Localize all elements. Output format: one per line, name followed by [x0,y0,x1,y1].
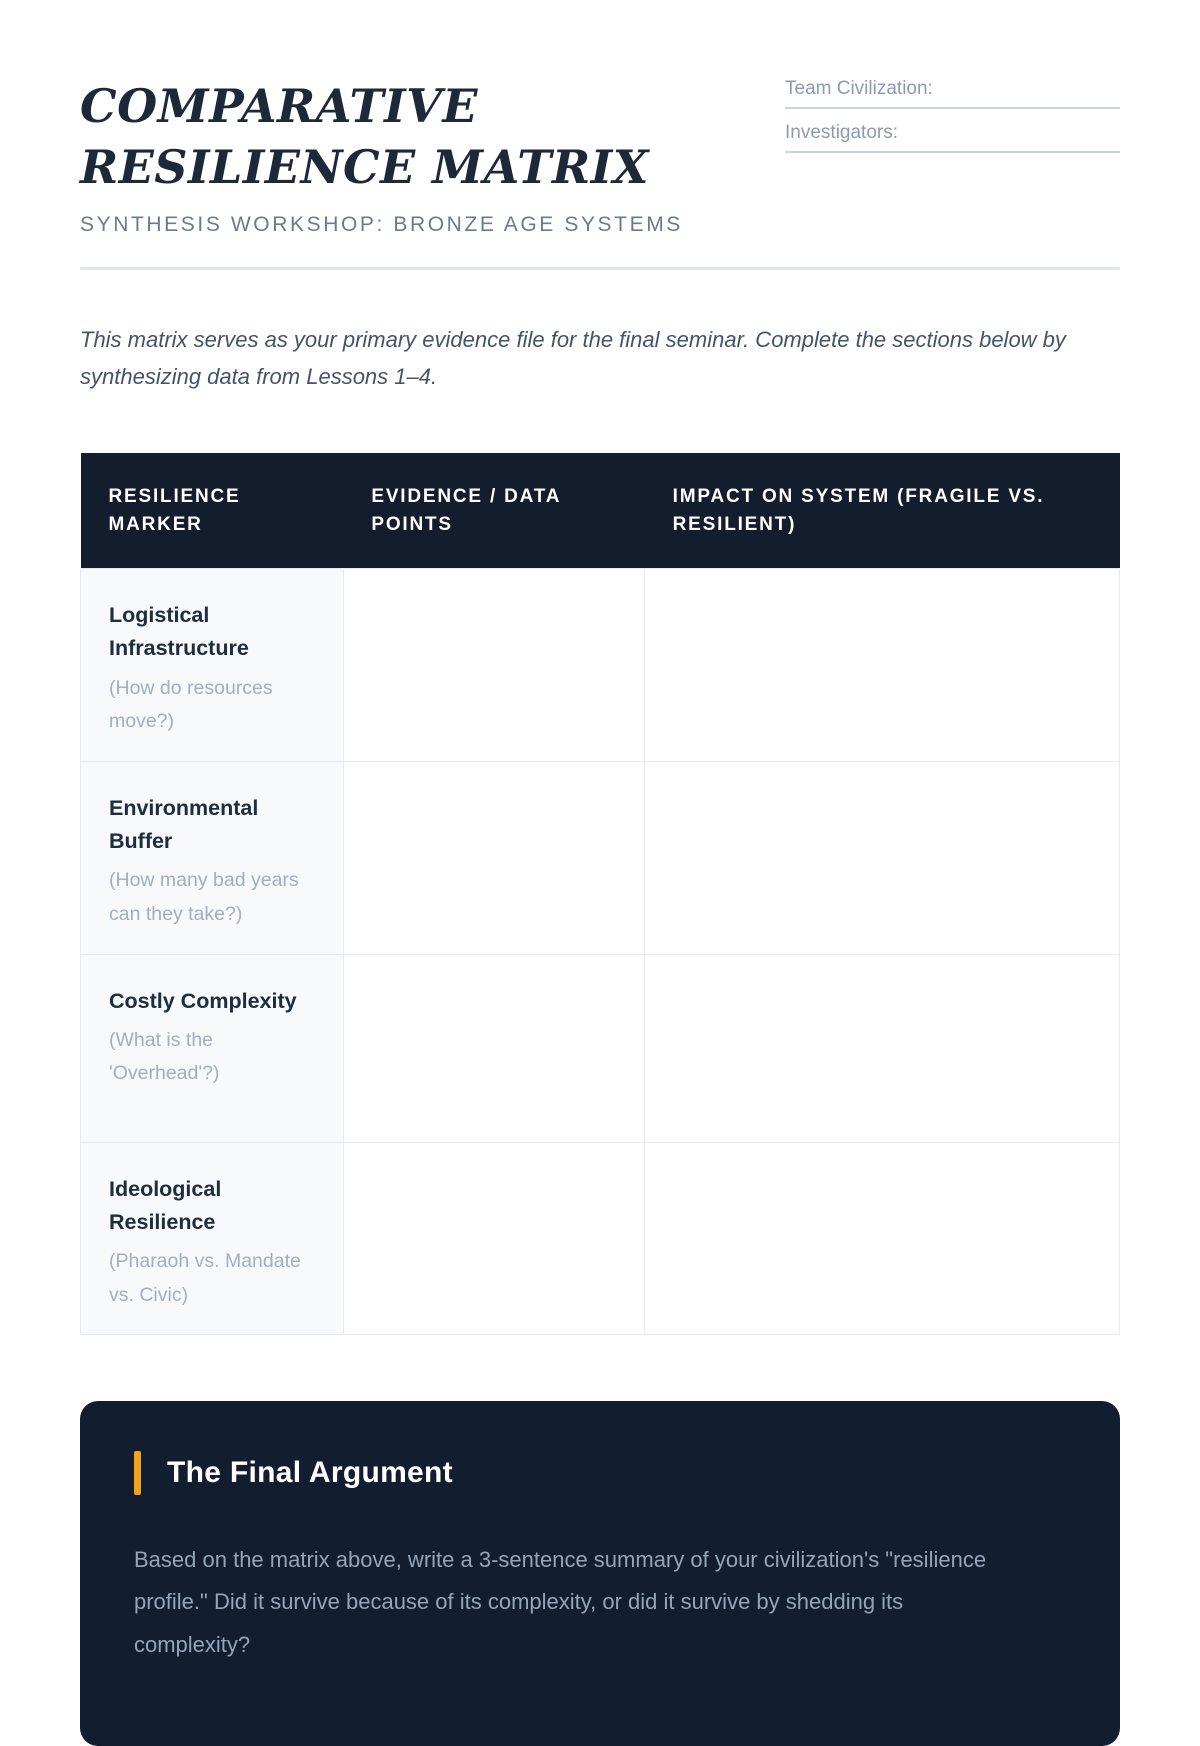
marker-hint: (What is the 'Overhead'?) [109,1028,220,1085]
final-argument-prompt: Based on the matrix above, write a 3-sen… [134,1547,987,1657]
marker-title: Costly Complexity [109,988,297,1013]
marker-cell-logistical: Logistical Infrastructure (How do resour… [80,568,344,762]
page-title: COMPARATIVE RESILIENCE MATRIX [80,79,649,194]
final-argument-card: The Final Argument Based on the matrix a… [80,1401,1120,1746]
masthead: COMPARATIVE RESILIENCE MATRIX Team Civil… [80,76,1120,197]
team-civilization-field[interactable]: Team Civilization: [785,78,1120,109]
evidence-cell-complexity[interactable] [342,953,646,1143]
marker-hint: (How do resources move?) [109,676,273,733]
card-heading-row: The Final Argument [134,1451,1066,1496]
impact-cell-ideological[interactable] [644,1141,1120,1336]
marker-title: Ideological Resilience [109,1176,222,1234]
evidence-cell-logistical[interactable] [342,568,646,762]
table-row: Environmental Buffer (How many bad years… [80,760,1120,955]
column-header-impact: IMPACT ON SYSTEM (FRAGILE VS. RESILIENT) [644,453,1120,569]
column-header-evidence: EVIDENCE / DATA POINTS [343,453,645,569]
intro-paragraph: This matrix serves as your primary evide… [80,327,1066,389]
marker-hint: (Pharaoh vs. Mandate vs. Civic) [109,1250,301,1306]
header-row: RESILIENCE MARKER EVIDENCE / DATA POINTS… [80,453,1120,569]
marker-cell-complexity: Costly Complexity (What is the 'Overhead… [80,953,344,1143]
team-civilization-label: Team Civilization: [785,78,933,99]
table-row: Costly Complexity (What is the 'Overhead… [80,953,1120,1143]
column-header-resilience-marker: RESILIENCE MARKER [80,453,344,569]
impact-cell-complexity[interactable] [644,953,1120,1143]
marker-cell-environmental: Environmental Buffer (How many bad years… [80,760,344,955]
marker-cell-ideological: Ideological Resilience (Pharaoh vs. Mand… [80,1141,344,1336]
accent-bar [134,1451,141,1496]
fill-in-fields: Team Civilization: Investigators: [785,76,1120,166]
table-row: Ideological Resilience (Pharaoh vs. Mand… [80,1141,1120,1336]
evidence-cell-environmental[interactable] [342,760,646,955]
marker-hint: (How many bad years can they take?) [109,869,299,925]
header-divider [80,267,1120,271]
investigators-label: Investigators: [785,122,898,143]
evidence-cell-ideological[interactable] [342,1141,646,1336]
investigators-field[interactable]: Investigators: [785,122,1120,153]
impact-cell-logistical[interactable] [644,568,1120,762]
page-subtitle: SYNTHESIS WORKSHOP: BRONZE AGE SYSTEMS [80,213,683,237]
marker-title: Logistical Infrastructure [109,603,249,661]
table-row: Logistical Infrastructure (How do resour… [80,568,1120,762]
resilience-matrix-table: RESILIENCE MARKER EVIDENCE / DATA POINTS… [80,453,1120,1336]
marker-title: Environmental Buffer [109,795,259,854]
table-header: RESILIENCE MARKER EVIDENCE / DATA POINTS… [80,453,1120,569]
final-argument-heading: The Final Argument [167,1456,453,1490]
impact-cell-environmental[interactable] [644,760,1120,955]
